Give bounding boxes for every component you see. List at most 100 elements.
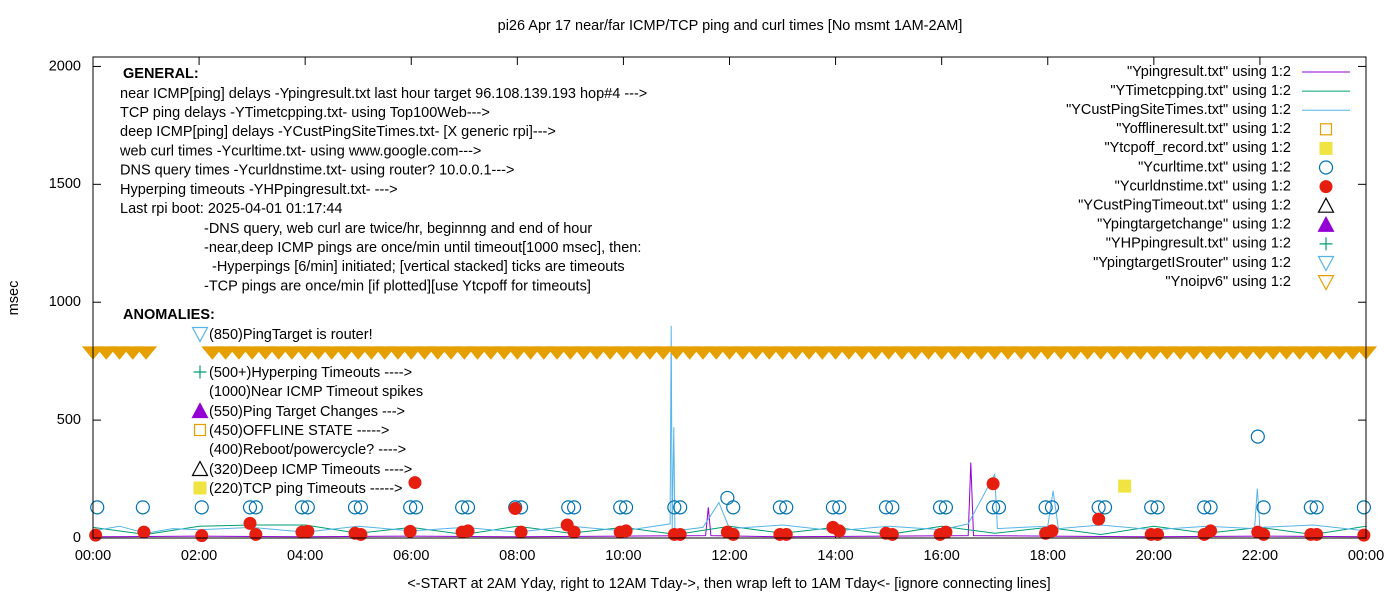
point — [1248, 346, 1271, 360]
point — [885, 527, 899, 541]
legend-label: "Ycurltime.txt" using 1:2 — [1138, 159, 1291, 175]
point — [567, 525, 581, 539]
point — [195, 529, 209, 543]
point — [479, 346, 502, 360]
point — [354, 527, 368, 541]
point — [1303, 500, 1318, 515]
point — [519, 346, 542, 360]
point — [466, 346, 489, 360]
legend-swatch — [1317, 255, 1335, 272]
legend-label: "YHPpingresult.txt" using 1:2 — [1106, 236, 1291, 252]
point — [1023, 346, 1046, 360]
point — [673, 527, 687, 541]
point — [1197, 500, 1212, 515]
general-line: deep ICMP[ping] delays -YCustPingSiteTim… — [120, 124, 556, 140]
point — [108, 346, 131, 360]
point — [227, 346, 250, 360]
plot-border — [92, 56, 1367, 539]
point — [241, 346, 264, 360]
anomaly-line: (850)PingTarget is router! — [209, 327, 373, 343]
point — [1310, 527, 1324, 541]
point — [771, 346, 794, 360]
point — [1250, 429, 1265, 444]
annotation-symbol — [191, 460, 209, 477]
y-tick-label: 500 — [57, 412, 81, 428]
point — [1036, 346, 1059, 360]
point — [1089, 346, 1112, 360]
point — [1092, 512, 1106, 526]
point — [779, 500, 794, 515]
point — [453, 346, 476, 360]
x-tick-label: 00:00 — [75, 548, 111, 564]
point — [983, 346, 1006, 360]
point — [691, 346, 715, 360]
point — [506, 346, 529, 360]
point — [1169, 346, 1192, 360]
point — [932, 500, 948, 515]
point — [300, 500, 315, 515]
anomaly-line: (550)Ping Target Changes ---> — [209, 404, 405, 420]
point — [824, 346, 847, 360]
point — [1076, 346, 1099, 360]
legend-label: "YCustPingSiteTimes.txt" using 1:2 — [1066, 102, 1291, 118]
note-line: -near,deep ICMP pings are once/min until… — [204, 240, 641, 256]
point — [996, 346, 1020, 360]
point — [561, 500, 576, 515]
x-tick-label: 12:00 — [711, 548, 747, 564]
x-tick-label: 16:00 — [924, 548, 960, 564]
point — [254, 346, 277, 360]
legend-label: "Ypingresult.txt" using 1:2 — [1127, 64, 1291, 80]
point — [1102, 346, 1126, 360]
annotation-symbol — [191, 326, 209, 343]
annotation-symbol — [191, 402, 209, 419]
point — [90, 500, 105, 515]
point — [307, 346, 330, 360]
point — [460, 500, 476, 515]
annotation-symbol — [193, 423, 207, 437]
point — [294, 346, 317, 360]
note-line: -DNS query, web curl are twice/hr, begin… — [204, 221, 592, 237]
general-line: Last rpi boot: 2025-04-01 01:17:44 — [120, 201, 343, 217]
y-tick-label: 0 — [73, 530, 81, 546]
point — [613, 500, 628, 515]
legend-label: "Ypingtargetchange" using 1:2 — [1097, 217, 1291, 233]
point — [938, 500, 954, 515]
point — [1182, 346, 1205, 360]
point — [386, 346, 410, 360]
point — [904, 346, 927, 360]
point — [1097, 500, 1113, 515]
point — [137, 525, 151, 539]
point — [1341, 346, 1364, 360]
point — [559, 346, 582, 360]
point — [514, 525, 528, 539]
general-heading: GENERAL: — [123, 66, 199, 82]
point — [877, 346, 900, 360]
x-tick-label: 00:00 — [1348, 548, 1384, 564]
point — [455, 500, 470, 515]
point — [744, 346, 768, 360]
x-tick-label: 08:00 — [499, 548, 535, 564]
point — [784, 346, 807, 360]
point — [1262, 346, 1285, 360]
point — [493, 346, 516, 360]
point — [1116, 346, 1139, 360]
point — [864, 346, 887, 360]
y-tick-label: 1000 — [49, 294, 81, 310]
point — [1063, 346, 1086, 360]
annotation-symbol — [193, 481, 207, 495]
point — [970, 346, 993, 360]
point — [585, 346, 608, 360]
series-line — [92, 325, 1367, 534]
point — [1044, 500, 1060, 515]
point — [1010, 346, 1033, 360]
point — [1328, 346, 1351, 360]
point — [194, 500, 209, 515]
point — [1222, 346, 1245, 360]
x-tick-label: 02:00 — [181, 548, 217, 564]
point — [121, 346, 144, 360]
point — [772, 500, 787, 515]
legend-swatch — [1317, 216, 1335, 232]
legend-swatch — [1319, 141, 1333, 155]
point — [95, 346, 118, 360]
